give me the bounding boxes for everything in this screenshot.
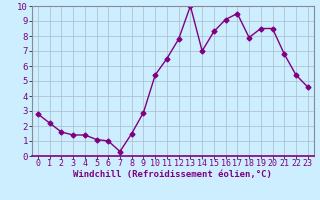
X-axis label: Windchill (Refroidissement éolien,°C): Windchill (Refroidissement éolien,°C) (73, 170, 272, 179)
